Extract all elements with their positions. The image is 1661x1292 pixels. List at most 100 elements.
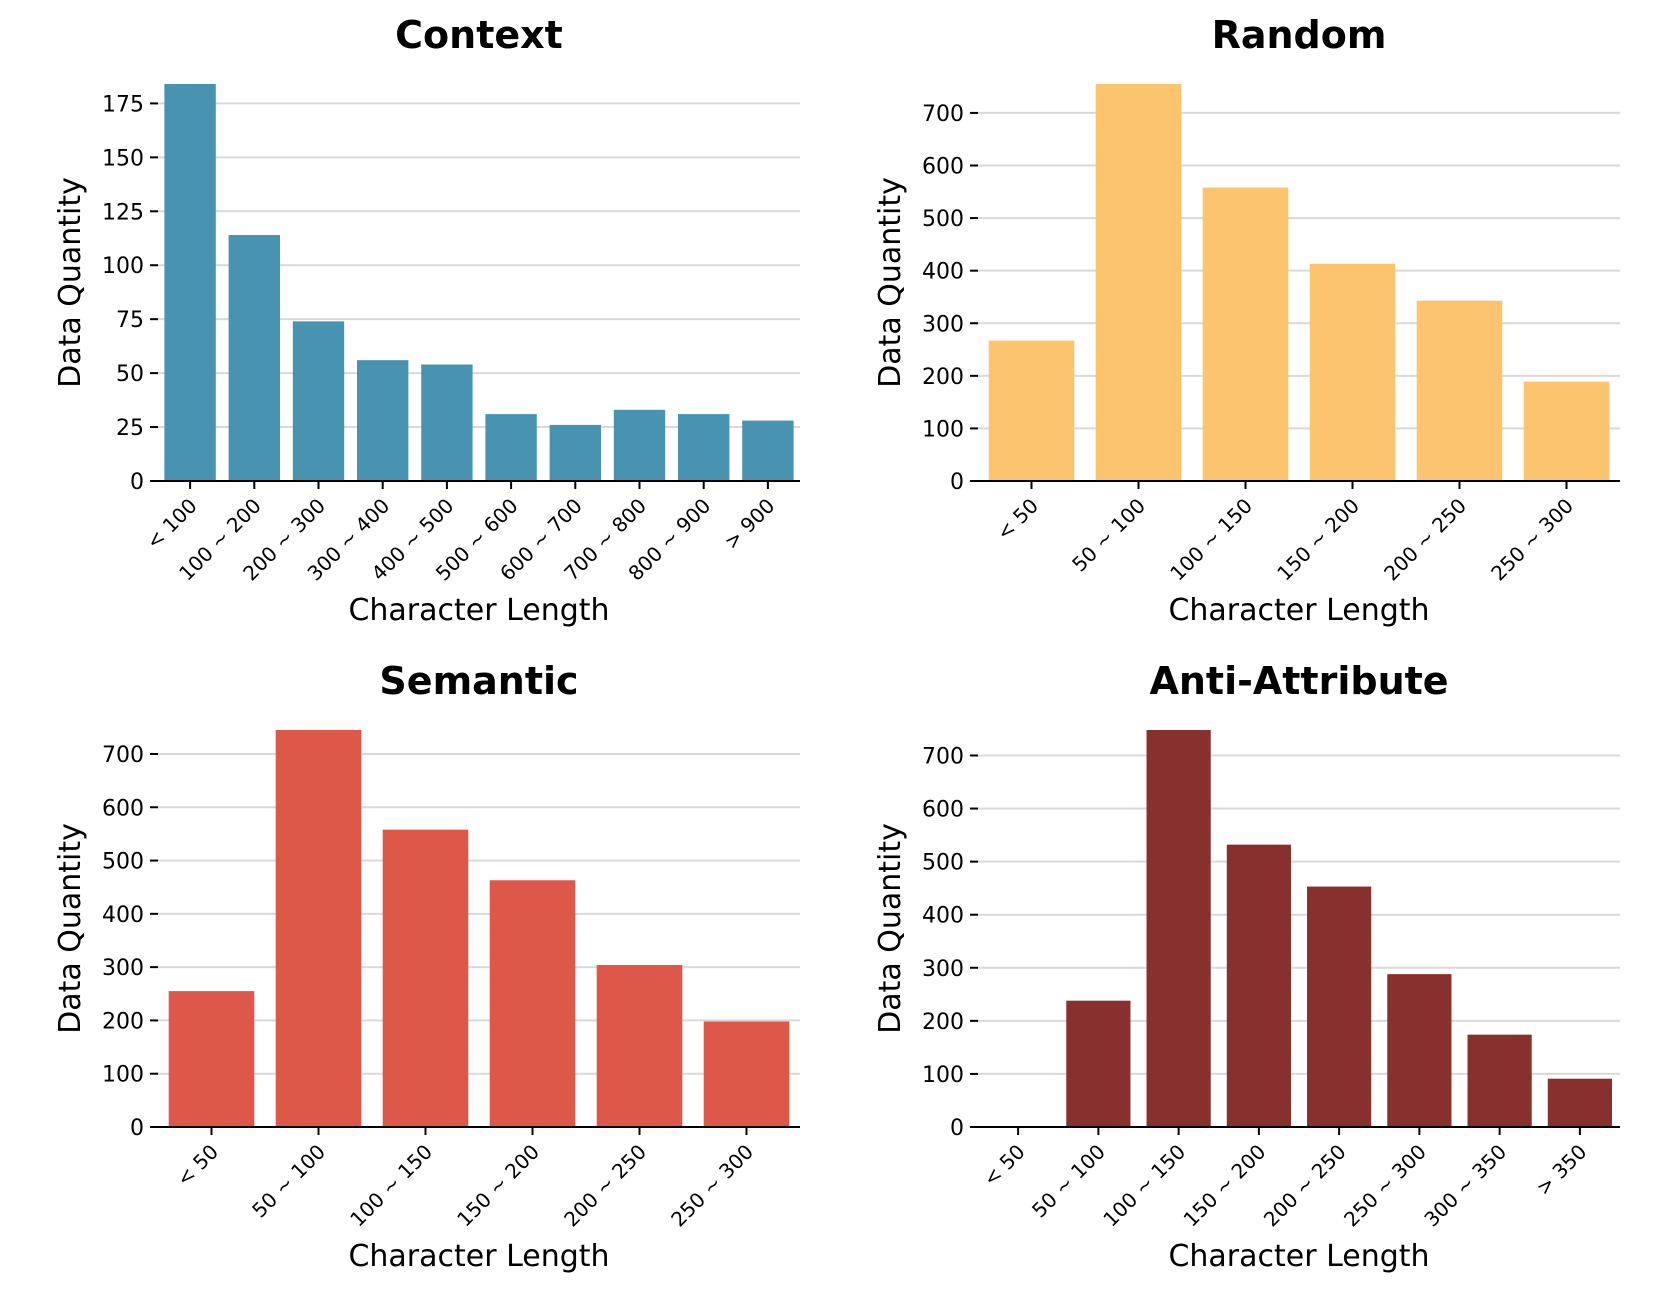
chart-title: Context bbox=[395, 13, 563, 57]
bar-4 bbox=[489, 880, 576, 1127]
x-tick-label: 50 ~ 100 bbox=[247, 1140, 330, 1223]
x-tick-label: 200 ~ 250 bbox=[1379, 494, 1471, 586]
x-tick-label: 250 ~ 300 bbox=[1486, 494, 1578, 586]
x-tick-label: 50 ~ 100 bbox=[1067, 494, 1150, 577]
x-tick-label: > 900 bbox=[719, 494, 779, 554]
y-tick-label: 300 bbox=[922, 312, 964, 337]
y-tick-label: 0 bbox=[130, 1116, 144, 1141]
bar-8 bbox=[613, 409, 666, 481]
bar-1 bbox=[164, 84, 216, 481]
x-axis-label: Character Length bbox=[348, 593, 609, 628]
x-tick-label: 250 ~ 300 bbox=[1339, 1140, 1431, 1232]
y-axis-label: Data Quantity bbox=[873, 823, 908, 1034]
y-tick-label: 600 bbox=[102, 796, 144, 821]
y-tick-label: 600 bbox=[922, 798, 964, 823]
x-tick-label: 150 ~ 200 bbox=[1179, 1140, 1271, 1232]
x-tick-label: < 50 bbox=[992, 494, 1043, 545]
x-tick-label: 100 ~ 150 bbox=[345, 1140, 437, 1232]
y-tick-label: 50 bbox=[116, 362, 144, 387]
y-tick-label: 150 bbox=[102, 146, 144, 171]
y-tick-label: 400 bbox=[922, 260, 964, 285]
y-tick-label: 0 bbox=[950, 470, 964, 495]
bar-3 bbox=[1202, 187, 1289, 481]
x-tick-label: < 50 bbox=[978, 1140, 1029, 1191]
chart-title: Semantic bbox=[379, 659, 578, 703]
bar-9 bbox=[678, 414, 730, 481]
y-tick-label: 300 bbox=[922, 957, 964, 982]
y-axis-label: Data Quantity bbox=[53, 177, 88, 388]
x-tick-label: 50 ~ 100 bbox=[1027, 1140, 1110, 1223]
y-tick-label: 500 bbox=[102, 850, 144, 875]
bar-8 bbox=[1547, 1078, 1612, 1127]
y-tick-label: 100 bbox=[922, 417, 964, 442]
y-tick-label: 100 bbox=[102, 254, 144, 279]
y-tick-label: 700 bbox=[922, 102, 964, 127]
y-tick-label: 100 bbox=[922, 1063, 964, 1088]
y-tick-label: 125 bbox=[102, 200, 144, 225]
y-tick-label: 700 bbox=[102, 743, 144, 768]
x-tick-label: 250 ~ 300 bbox=[666, 1140, 758, 1232]
bar-6 bbox=[703, 1021, 790, 1127]
x-axis-label: Character Length bbox=[1168, 593, 1429, 628]
y-tick-label: 400 bbox=[922, 904, 964, 929]
x-tick-label: 200 ~ 250 bbox=[559, 1140, 651, 1232]
x-tick-label: < 100 bbox=[141, 494, 201, 554]
bar-7 bbox=[1467, 1034, 1532, 1127]
bar-5 bbox=[1307, 886, 1372, 1127]
y-axis-label: Data Quantity bbox=[873, 177, 908, 388]
bar-4 bbox=[1226, 844, 1291, 1127]
bar-1 bbox=[988, 340, 1075, 481]
chart-random: 0 100 200 300 400 500 600 700 < 50 50 ~ 100 100 ~ … bbox=[873, 13, 1620, 628]
y-tick-label: 700 bbox=[922, 744, 964, 769]
y-tick-label: 600 bbox=[922, 155, 964, 180]
bar-1 bbox=[168, 991, 255, 1127]
y-tick-label: 175 bbox=[102, 92, 144, 117]
chart-title: Random bbox=[1212, 13, 1387, 57]
y-tick-label: 500 bbox=[922, 851, 964, 876]
x-tick-label: 200 ~ 250 bbox=[1259, 1140, 1351, 1232]
x-tick-label: 100 ~ 150 bbox=[1098, 1140, 1190, 1232]
y-tick-label: 25 bbox=[116, 416, 144, 441]
y-tick-label: 500 bbox=[922, 207, 964, 232]
y-tick-label: 0 bbox=[130, 470, 144, 495]
bar-3 bbox=[1146, 730, 1211, 1127]
y-tick-label: 75 bbox=[116, 308, 144, 333]
bar-3 bbox=[382, 829, 469, 1127]
bar-6 bbox=[1523, 381, 1610, 481]
x-tick-label: > 350 bbox=[1531, 1140, 1591, 1200]
y-tick-label: 300 bbox=[102, 956, 144, 981]
chart-semantic: 0 100 200 300 400 500 600 700 < 50 50 ~ 100 100 ~ … bbox=[53, 659, 800, 1274]
bar-6 bbox=[1387, 974, 1452, 1127]
y-axis-label: Data Quantity bbox=[53, 823, 88, 1034]
y-tick-label: 0 bbox=[950, 1116, 964, 1141]
x-tick-label: 300 ~ 350 bbox=[1419, 1140, 1511, 1232]
y-tick-label: 400 bbox=[102, 903, 144, 928]
x-axis-label: Character Length bbox=[1168, 1239, 1429, 1274]
x-tick-label: 150 ~ 200 bbox=[452, 1140, 544, 1232]
chart-title: Anti-Attribute bbox=[1149, 659, 1448, 703]
bar-2 bbox=[228, 235, 280, 481]
bar-5 bbox=[421, 364, 473, 481]
bar-2 bbox=[1066, 1000, 1131, 1127]
y-tick-label: 200 bbox=[922, 365, 964, 390]
bar-10 bbox=[742, 420, 794, 481]
bar-5 bbox=[596, 965, 683, 1127]
bar-4 bbox=[357, 360, 409, 481]
x-tick-label: < 50 bbox=[172, 1140, 223, 1191]
y-tick-label: 100 bbox=[102, 1063, 144, 1088]
y-tick-label: 200 bbox=[922, 1010, 964, 1035]
y-tick-label: 200 bbox=[102, 1009, 144, 1034]
x-tick-label: 150 ~ 200 bbox=[1272, 494, 1364, 586]
bar-3 bbox=[292, 321, 345, 481]
bar-2 bbox=[275, 730, 362, 1127]
bar-5 bbox=[1416, 300, 1503, 481]
x-axis-label: Character Length bbox=[348, 1239, 609, 1274]
bar-4 bbox=[1309, 263, 1396, 481]
x-tick-label: 100 ~ 150 bbox=[1165, 494, 1257, 586]
bar-6 bbox=[485, 414, 537, 481]
bar-7 bbox=[549, 424, 601, 481]
bar-2 bbox=[1095, 84, 1182, 481]
